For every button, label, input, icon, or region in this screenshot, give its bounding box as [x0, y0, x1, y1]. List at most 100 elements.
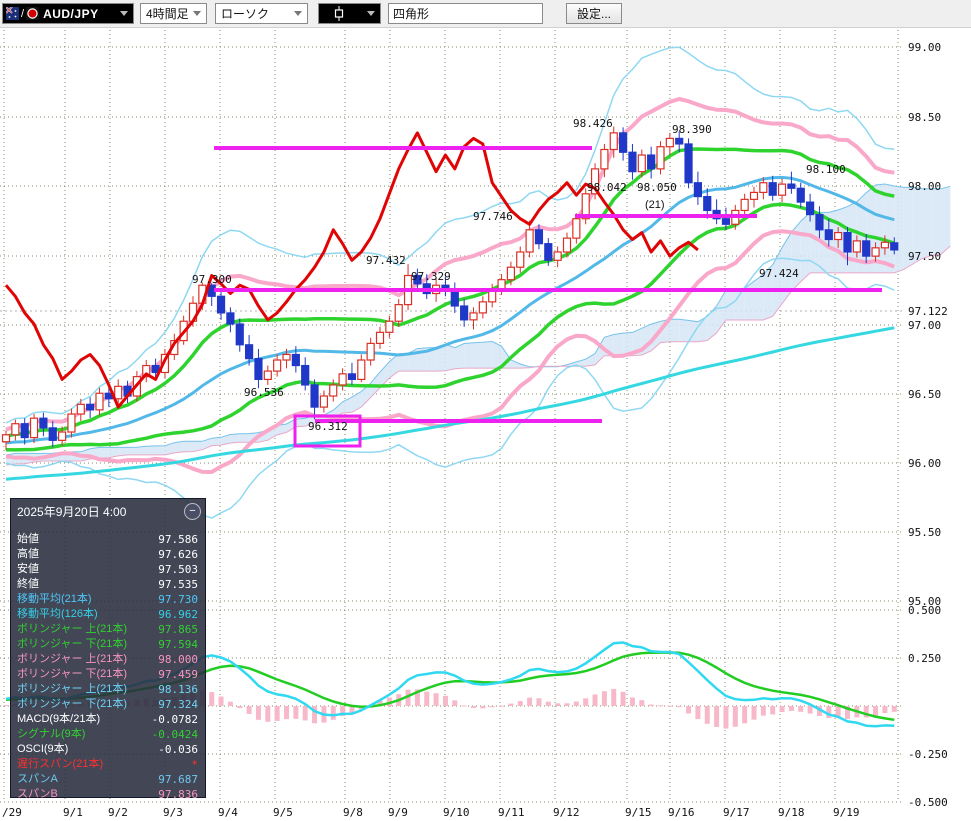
- candle: [553, 251, 562, 261]
- osci-bar: [704, 706, 710, 724]
- candle: [665, 137, 674, 148]
- osci-bar: [891, 706, 897, 712]
- osci-bar: [770, 706, 776, 715]
- osci-bar: [545, 701, 551, 706]
- candle: [637, 154, 646, 173]
- date-axis-label: 9/2: [108, 806, 128, 819]
- candle: [581, 193, 590, 220]
- row-label: ボリンジャー 下(21本): [17, 638, 128, 650]
- candles-layer: [1, 126, 899, 451]
- price-axis-label: 96.50: [908, 388, 941, 401]
- candle: [572, 218, 581, 239]
- panel-row: MACD(9本/21本) -0.0782: [11, 712, 205, 727]
- osci-bar: [471, 706, 476, 709]
- australia-flag-icon: [6, 7, 19, 20]
- date-axis-label: 9/4: [218, 806, 238, 819]
- candle: [347, 373, 357, 380]
- panel-row: 移動平均(126本) 96.962: [11, 607, 205, 622]
- row-value: 98.136: [158, 683, 198, 696]
- row-label: 始値: [17, 533, 39, 545]
- candle: [805, 201, 815, 216]
- timeframe-selector[interactable]: 4時間足: [140, 3, 207, 24]
- row-value: -0.0424: [151, 728, 198, 741]
- indicator-data-panel[interactable]: 2025年9月20日 4:00 − 始値 97.586 高値 97.626 安値 97.5…: [10, 498, 206, 801]
- drawing-tool-input[interactable]: [388, 3, 543, 24]
- osci-bar: [807, 706, 813, 714]
- osci-bar: [527, 697, 533, 706]
- currency-pair-selector[interactable]: / AUD/JPY: [2, 3, 134, 24]
- oscillator-axis-label: -0.250: [908, 748, 948, 761]
- pair-separator: /: [21, 7, 25, 20]
- osci-bar: [461, 705, 467, 707]
- candle: [460, 305, 469, 321]
- candle: [48, 427, 57, 441]
- bollinger-3sigma-dn: [5, 257, 895, 519]
- candle: [235, 323, 244, 346]
- price-annotation: 96.536: [244, 386, 284, 399]
- price-axis-label: 95.50: [908, 526, 941, 539]
- drawn-rectangle[interactable]: [293, 414, 362, 448]
- settings-button[interactable]: 設定...: [566, 3, 622, 24]
- osci-bar: [536, 698, 542, 706]
- date-axis-label: 9/3: [163, 806, 183, 819]
- osci-bar: [760, 706, 766, 716]
- row-label: 終値: [17, 578, 39, 590]
- candle: [703, 195, 712, 212]
- candle: [76, 403, 85, 415]
- drawn-objects: (21): [214, 146, 882, 448]
- osci-bar: [405, 689, 411, 706]
- chart-type-label: ローソク: [221, 7, 270, 21]
- chevron-down-icon: [120, 11, 128, 16]
- chart-canvas[interactable]: (21) 98.426 98.390 98.042 98.050 98.100 97.746…: [0, 27, 971, 821]
- chevron-down-icon: [193, 11, 201, 16]
- candle: [114, 385, 123, 400]
- candle: [254, 358, 263, 380]
- osci-bar: [312, 706, 318, 724]
- candle: [385, 320, 394, 333]
- chart-type-selector[interactable]: ローソク: [215, 3, 308, 24]
- candle: [329, 384, 338, 397]
- osci-bar: [639, 700, 645, 706]
- candle: [29, 417, 39, 439]
- row-value: -0.0782: [151, 713, 198, 726]
- date-axis-label: 9/16: [668, 806, 695, 819]
- row-value: 97.626: [158, 548, 198, 561]
- osci-bar: [816, 706, 822, 717]
- candle: [301, 364, 310, 386]
- candle: [394, 304, 403, 322]
- osci-bar: [209, 692, 215, 706]
- ma21-line: [5, 175, 895, 445]
- price-annotation: 98.050: [637, 181, 677, 194]
- collapse-panel-button[interactable]: −: [184, 503, 201, 520]
- date-axis-label: 9/15: [625, 806, 652, 819]
- osci-bar: [788, 706, 794, 711]
- row-value: 97.836: [158, 788, 198, 801]
- osci-bar: [424, 691, 430, 706]
- panel-row: OSCI(9本) -0.036: [11, 742, 205, 757]
- row-value: 97.865: [158, 623, 198, 636]
- candle: [142, 364, 151, 378]
- candle: [39, 417, 48, 429]
- osci-bar: [620, 691, 626, 706]
- osci-bar: [601, 691, 607, 706]
- osci-bar: [517, 701, 523, 706]
- row-label: 安値: [17, 563, 39, 575]
- panel-row: ボリンジャー 下(21本) 97.324: [11, 697, 205, 712]
- candle: [273, 359, 282, 372]
- price-annotation: 97.432: [366, 254, 406, 267]
- panel-row: 移動平均(21本) 97.730: [11, 592, 205, 607]
- osci-bar: [349, 706, 355, 714]
- osci-bar: [330, 706, 336, 720]
- osci-bar: [302, 706, 308, 721]
- candle: [759, 182, 768, 194]
- panel-rows: 始値 97.586 高値 97.626 安値 97.503 終値 97.535 移動平均(21本…: [11, 532, 205, 802]
- candle-color-selector[interactable]: [318, 3, 381, 24]
- candle: [525, 229, 534, 253]
- candle: [95, 392, 104, 411]
- candle: [862, 240, 871, 257]
- row-value: 97.503: [158, 563, 198, 576]
- row-value: -0.036: [158, 743, 198, 756]
- candle: [777, 183, 787, 196]
- candle: [824, 229, 833, 241]
- osci-bar: [265, 706, 271, 722]
